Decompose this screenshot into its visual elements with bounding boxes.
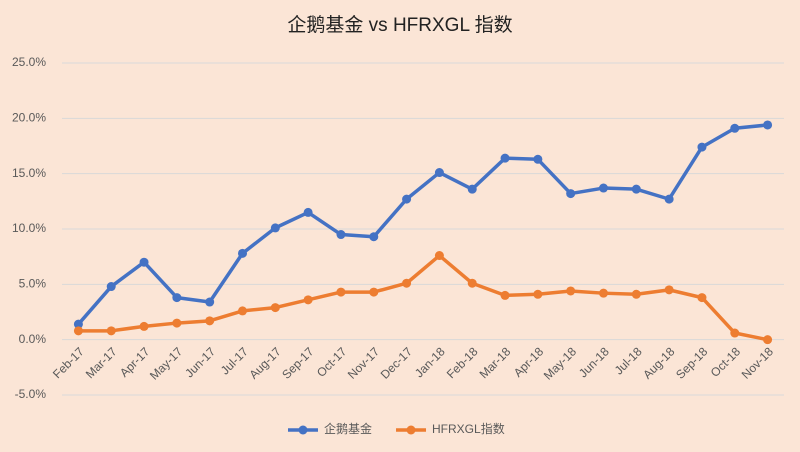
point [467, 184, 477, 194]
point [566, 189, 576, 199]
y-tick-label: -5.0% [15, 387, 47, 401]
x-tick-label: Feb-17 [50, 344, 87, 381]
x-tick-label: Mar-17 [83, 344, 120, 381]
point [697, 142, 707, 152]
chart-title: 企鹅基金 vs HFRXGL 指数 [287, 14, 512, 36]
y-tick-label: 10.0% [12, 221, 46, 235]
point [303, 207, 313, 217]
point [106, 326, 116, 336]
x-tick-label: Sep-18 [673, 344, 710, 381]
point [599, 183, 608, 193]
point [402, 278, 412, 288]
point [697, 293, 707, 303]
point [369, 287, 379, 297]
point [434, 168, 444, 178]
x-tick-label: Mar-18 [477, 344, 514, 381]
point [467, 278, 477, 288]
x-tick-label: Apr-18 [511, 344, 547, 380]
point [533, 154, 543, 164]
x-tick-label: Aug-17 [246, 344, 283, 381]
point [270, 303, 280, 313]
point [434, 251, 444, 261]
x-tick-label: Jun-17 [182, 344, 218, 380]
x-tick-label: Nov-18 [739, 344, 776, 381]
point [172, 293, 182, 303]
x-tick-label: Dec-17 [378, 344, 415, 381]
point [730, 328, 740, 338]
legend-marker [298, 425, 308, 435]
point [500, 290, 510, 300]
point [270, 223, 280, 233]
y-tick-label: 20.0% [12, 111, 46, 125]
point [238, 248, 247, 258]
point [172, 318, 182, 328]
series-line [78, 253, 768, 342]
x-tick-label: Nov-17 [345, 344, 382, 381]
point [763, 335, 773, 345]
x-tick-label: May-18 [541, 344, 579, 382]
point [631, 184, 641, 194]
point [139, 257, 149, 267]
y-tick-label: 15.0% [12, 166, 46, 180]
point [205, 316, 215, 326]
x-tick-label: Sep-17 [279, 344, 316, 381]
point [730, 123, 740, 133]
point [205, 297, 215, 307]
y-tick-label: 0.0% [19, 332, 47, 346]
x-tick-label: Jan-18 [412, 344, 448, 380]
x-tick-label: Aug-18 [640, 344, 677, 381]
point [73, 319, 83, 329]
x-tick-label: Oct-18 [708, 344, 744, 380]
point [664, 285, 674, 295]
point [73, 326, 83, 336]
point [336, 287, 346, 297]
point [369, 232, 379, 242]
legend-label: HFRXGL指数 [432, 421, 505, 436]
y-tick-label: 25.0% [12, 55, 46, 69]
x-tick-label: May-17 [147, 344, 185, 382]
point [106, 282, 116, 292]
point [336, 230, 346, 240]
legend-marker [406, 425, 416, 435]
point [533, 289, 543, 299]
point [599, 288, 608, 298]
point [763, 120, 773, 130]
point [139, 321, 149, 331]
series-line [77, 123, 768, 326]
x-tick-label: Feb-18 [444, 344, 481, 381]
point [566, 286, 576, 296]
x-tick-label: Oct-17 [314, 344, 350, 380]
point [664, 194, 674, 204]
point [402, 194, 412, 204]
x-tick-label: Apr-17 [117, 344, 153, 380]
x-tick-label: Jun-18 [576, 344, 612, 380]
legend-label: 企鹅基金 [324, 421, 372, 436]
point [238, 306, 247, 316]
point [500, 153, 510, 163]
point [631, 289, 641, 299]
point [303, 295, 313, 305]
y-tick-label: 5.0% [19, 277, 47, 291]
